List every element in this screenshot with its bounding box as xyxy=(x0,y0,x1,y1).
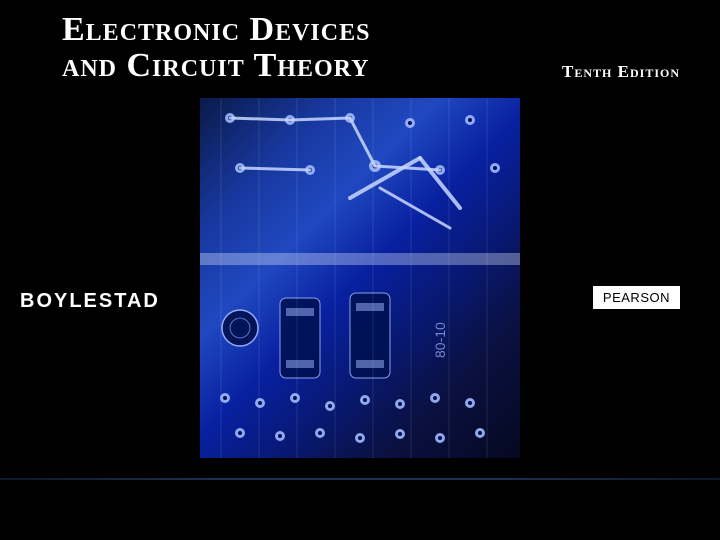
book-title: Electronic Devices and Circuit Theory xyxy=(62,12,370,83)
svg-text:80-10: 80-10 xyxy=(432,322,448,358)
title-line-1: Electronic Devices xyxy=(62,12,370,48)
title-line-2: and Circuit Theory xyxy=(62,48,370,84)
edition-label: Tenth Edition xyxy=(562,62,680,82)
publisher-badge: PEARSON xyxy=(593,286,680,309)
horizontal-divider xyxy=(0,478,720,480)
cover-circuit-artwork: 80-10 xyxy=(200,98,520,458)
circuit-svg: 80-10 xyxy=(200,98,520,458)
author-name: BOYLESTAD xyxy=(20,290,160,313)
